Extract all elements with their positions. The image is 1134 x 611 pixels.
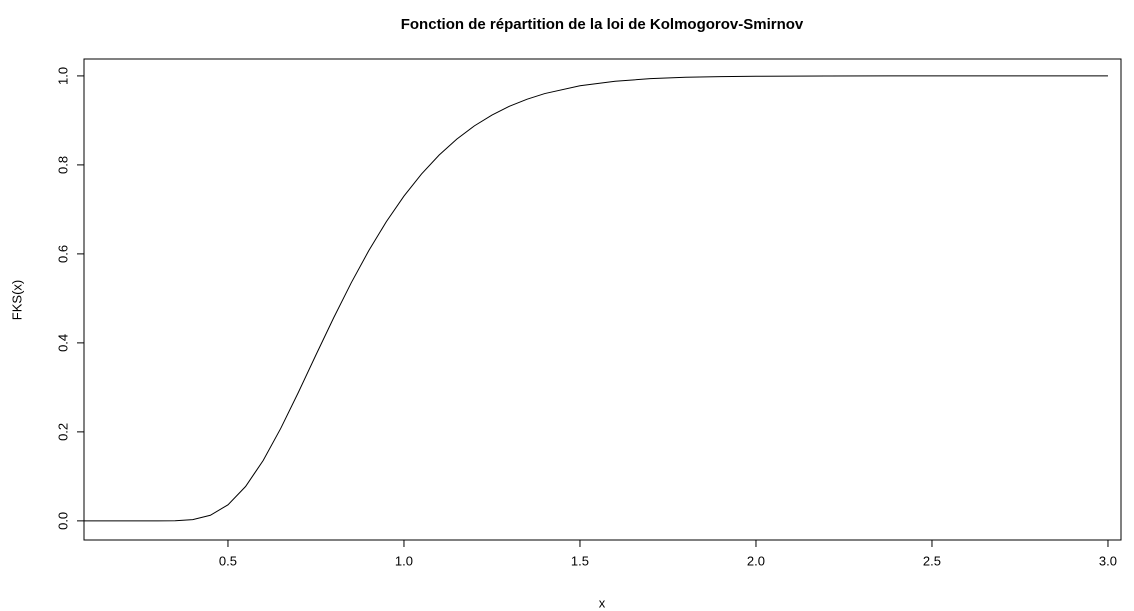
x-axis-label: x <box>599 595 606 610</box>
line <box>84 75 1108 522</box>
x-tick-label: 0.5 <box>219 553 237 568</box>
y-tick-label: 0.4 <box>55 334 70 352</box>
plot-box <box>83 58 1122 541</box>
x-tick-label: 2.0 <box>747 553 765 568</box>
y-tick-label: 0.2 <box>55 423 70 441</box>
chart-title: Fonction de répartition de la loi de Kol… <box>401 16 804 33</box>
x-tick-label: 3.0 <box>1099 553 1117 568</box>
y-tick-label: 0.0 <box>55 512 70 530</box>
y-tick-label: 1.0 <box>55 67 70 85</box>
y-tick-label: 0.8 <box>55 156 70 174</box>
x-tick-label: 2.5 <box>923 553 941 568</box>
y-axis-label: FKS(x) <box>9 280 24 320</box>
y-tick-label: 0.6 <box>55 245 70 263</box>
x-tick-label: 1.5 <box>571 553 589 568</box>
x-tick-label: 1.0 <box>395 553 413 568</box>
